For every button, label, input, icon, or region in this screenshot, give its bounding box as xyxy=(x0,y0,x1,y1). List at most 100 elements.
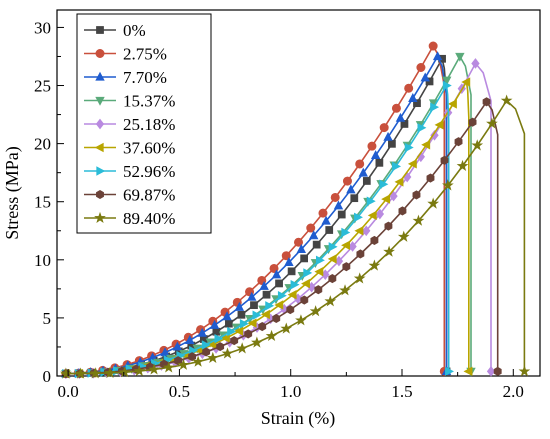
data-point xyxy=(342,176,352,186)
legend-marker xyxy=(96,189,104,200)
legend-marker xyxy=(95,96,105,106)
x-axis-label: Strain (%) xyxy=(261,408,335,429)
y-tick-label: 15 xyxy=(34,193,51,212)
data-point xyxy=(290,279,300,290)
data-point xyxy=(177,358,190,370)
data-point xyxy=(341,227,351,238)
data-point xyxy=(445,366,455,377)
data-point xyxy=(220,333,230,343)
series-line xyxy=(65,100,499,375)
legend-label: 69.87% xyxy=(123,186,175,205)
data-point xyxy=(398,206,407,216)
data-point xyxy=(362,225,371,237)
y-tick-label: 5 xyxy=(43,309,52,328)
data-point xyxy=(172,341,183,351)
legend-item: 15.37% xyxy=(84,92,175,111)
data-point xyxy=(221,347,234,359)
data-point xyxy=(188,352,197,362)
data-point xyxy=(442,80,452,91)
data-point xyxy=(239,319,249,329)
data-point xyxy=(430,102,440,112)
y-tick-label: 30 xyxy=(34,18,51,37)
data-point xyxy=(471,139,484,151)
data-point xyxy=(260,309,270,320)
series-line xyxy=(65,44,446,375)
data-point xyxy=(247,318,257,328)
data-point xyxy=(456,159,469,172)
data-point xyxy=(337,210,346,219)
data-point xyxy=(421,140,431,150)
data-point xyxy=(251,336,263,348)
data-point xyxy=(379,123,389,133)
data-point xyxy=(259,280,269,290)
data-point xyxy=(287,290,297,300)
legend-label: 7.70% xyxy=(123,68,167,87)
data-point xyxy=(271,269,282,279)
data-point xyxy=(192,355,204,367)
data-point xyxy=(197,327,207,337)
legend-marker xyxy=(96,166,106,176)
data-point xyxy=(367,141,377,151)
legend-label: 37.60% xyxy=(123,139,175,158)
y-axis-label: Stress (MPa) xyxy=(2,146,23,240)
legend-label: 15.37% xyxy=(123,92,175,111)
legend-item: 69.87% xyxy=(84,186,175,205)
data-point xyxy=(60,367,72,379)
data-point xyxy=(284,257,294,267)
data-point xyxy=(339,284,351,296)
data-point xyxy=(493,366,502,376)
data-point xyxy=(358,167,368,177)
data-point xyxy=(391,103,401,113)
data-point xyxy=(354,212,363,222)
x-tick-label: 1.5 xyxy=(391,382,412,401)
data-point xyxy=(454,137,463,147)
data-point xyxy=(375,158,384,167)
data-point xyxy=(314,266,324,277)
data-point xyxy=(420,72,430,82)
legend-marker xyxy=(95,118,105,130)
legend-marker xyxy=(94,211,106,223)
data-point xyxy=(236,342,249,354)
legend-label: 52.96% xyxy=(123,162,175,181)
data-point xyxy=(471,58,480,69)
data-point xyxy=(314,285,323,295)
data-point xyxy=(212,327,221,336)
data-point xyxy=(202,347,211,357)
data-point xyxy=(367,210,377,221)
data-point xyxy=(341,240,351,250)
data-point xyxy=(392,161,402,172)
data-point xyxy=(300,254,309,263)
data-point xyxy=(428,41,438,51)
data-point xyxy=(412,190,421,200)
legend-marker xyxy=(95,71,105,81)
series-line xyxy=(65,54,448,375)
data-point xyxy=(348,241,357,252)
data-point xyxy=(427,197,440,209)
legend-marker xyxy=(95,48,105,58)
data-point xyxy=(214,333,224,344)
data-point xyxy=(295,314,307,326)
data-point xyxy=(318,208,328,218)
x-tick-label: 2.0 xyxy=(503,382,524,401)
data-point xyxy=(258,322,267,332)
data-point xyxy=(227,326,237,337)
data-point xyxy=(518,365,531,377)
data-point xyxy=(306,223,316,233)
data-point xyxy=(353,272,366,284)
data-point xyxy=(461,77,471,87)
data-point xyxy=(328,242,338,252)
legend-label: 89.40% xyxy=(123,209,175,228)
data-point xyxy=(262,290,271,299)
data-point xyxy=(309,230,319,240)
data-point xyxy=(486,117,498,129)
data-point xyxy=(342,262,351,272)
data-point xyxy=(350,194,359,203)
data-point xyxy=(408,93,418,102)
data-point xyxy=(300,295,309,305)
data-point xyxy=(416,62,426,72)
data-point xyxy=(244,329,253,339)
legend-item: 2.75% xyxy=(84,45,167,64)
data-point xyxy=(303,268,313,278)
data-point xyxy=(321,215,331,225)
